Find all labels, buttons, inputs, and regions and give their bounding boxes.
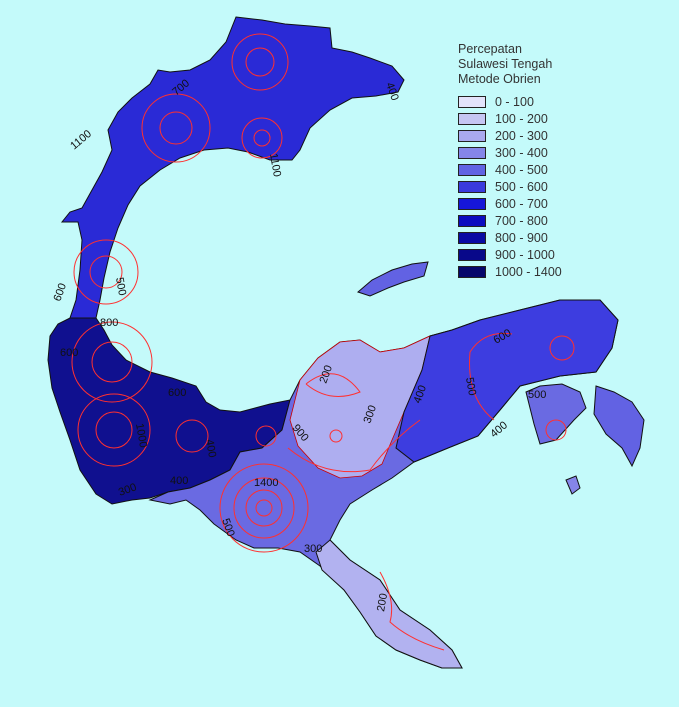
- contour-label: 500: [528, 389, 546, 401]
- contour-label: 800: [100, 317, 118, 329]
- legend-swatch: [458, 197, 486, 210]
- legend-swatch: [458, 163, 486, 176]
- contour-label: 400: [412, 384, 430, 405]
- landmass: [47, 16, 645, 669]
- legend-label: 100 - 200: [495, 111, 548, 126]
- legend-title-line: Percepatan: [458, 42, 522, 56]
- legend-items: 0 - 100 100 - 200 200 - 300 300 - 400 40…: [458, 93, 562, 280]
- legend-label: 800 - 900: [495, 230, 548, 245]
- legend-item: 100 - 200: [458, 110, 562, 127]
- contour-label: 600: [60, 347, 78, 359]
- legend-item: 400 - 500: [458, 161, 562, 178]
- peleng-island: [593, 385, 645, 468]
- contour-label: 500: [463, 376, 478, 396]
- contour-label: 300: [362, 404, 380, 425]
- contour-label: 1100: [267, 152, 283, 177]
- legend-item: 500 - 600: [458, 178, 562, 195]
- legend-swatch: [458, 112, 486, 125]
- eastern-arm-region: [395, 299, 619, 463]
- contour-label: 1100: [68, 128, 94, 152]
- legend-item: 300 - 400: [458, 144, 562, 161]
- legend-label: 400 - 500: [495, 162, 548, 177]
- contour-label: 200: [318, 364, 336, 385]
- legend-item: 900 - 1000: [458, 246, 562, 263]
- legend-label: 500 - 600: [495, 179, 548, 194]
- banggai-island: [525, 383, 587, 445]
- legend-label: 900 - 1000: [495, 247, 555, 262]
- legend-item: 700 - 800: [458, 212, 562, 229]
- legend-item: 800 - 900: [458, 229, 562, 246]
- contour-label: 400: [488, 419, 510, 440]
- contour-label: 300: [117, 481, 138, 499]
- legend-item: 0 - 100: [458, 93, 562, 110]
- legend-item: 600 - 700: [458, 195, 562, 212]
- legend-swatch: [458, 95, 486, 108]
- contour-lines: [71, 33, 575, 651]
- legend-swatch: [458, 231, 486, 244]
- northern-arm-region: [60, 16, 405, 319]
- contour-label: 400: [383, 81, 401, 102]
- contour-label: 500: [113, 276, 128, 296]
- togean-islands: [357, 261, 429, 297]
- legend-label: 300 - 400: [495, 145, 548, 160]
- legend-title-line: Metode Obrien: [458, 72, 541, 86]
- legend-swatch: [458, 265, 486, 278]
- legend-swatch: [458, 180, 486, 193]
- contour-label: 600: [168, 387, 186, 399]
- contour-label: 600: [52, 282, 70, 303]
- contour-label: 400: [203, 438, 218, 458]
- contour-label: 400: [170, 475, 188, 487]
- legend-item: 200 - 300: [458, 127, 562, 144]
- legend-label: 600 - 700: [495, 196, 548, 211]
- legend-label: 700 - 800: [495, 213, 548, 228]
- small-islet: [565, 475, 581, 495]
- contour-label: 1400: [254, 477, 278, 489]
- legend-swatch: [458, 129, 486, 142]
- legend-label: 0 - 100: [495, 94, 534, 109]
- legend-item: 1000 - 1400: [458, 263, 562, 280]
- contour-label: 300: [304, 543, 322, 555]
- legend-label: 1000 - 1400: [495, 264, 562, 279]
- legend-title: Percepatan Sulawesi Tengah Metode Obrien: [458, 42, 562, 87]
- legend-swatch: [458, 248, 486, 261]
- contour-label: 500: [219, 517, 237, 538]
- contour-label: 200: [375, 592, 390, 612]
- legend-title-line: Sulawesi Tengah: [458, 57, 553, 71]
- contour-label: 1000: [133, 422, 149, 448]
- legend-label: 200 - 300: [495, 128, 548, 143]
- legend: Percepatan Sulawesi Tengah Metode Obrien…: [458, 42, 562, 280]
- legend-swatch: [458, 146, 486, 159]
- legend-swatch: [458, 214, 486, 227]
